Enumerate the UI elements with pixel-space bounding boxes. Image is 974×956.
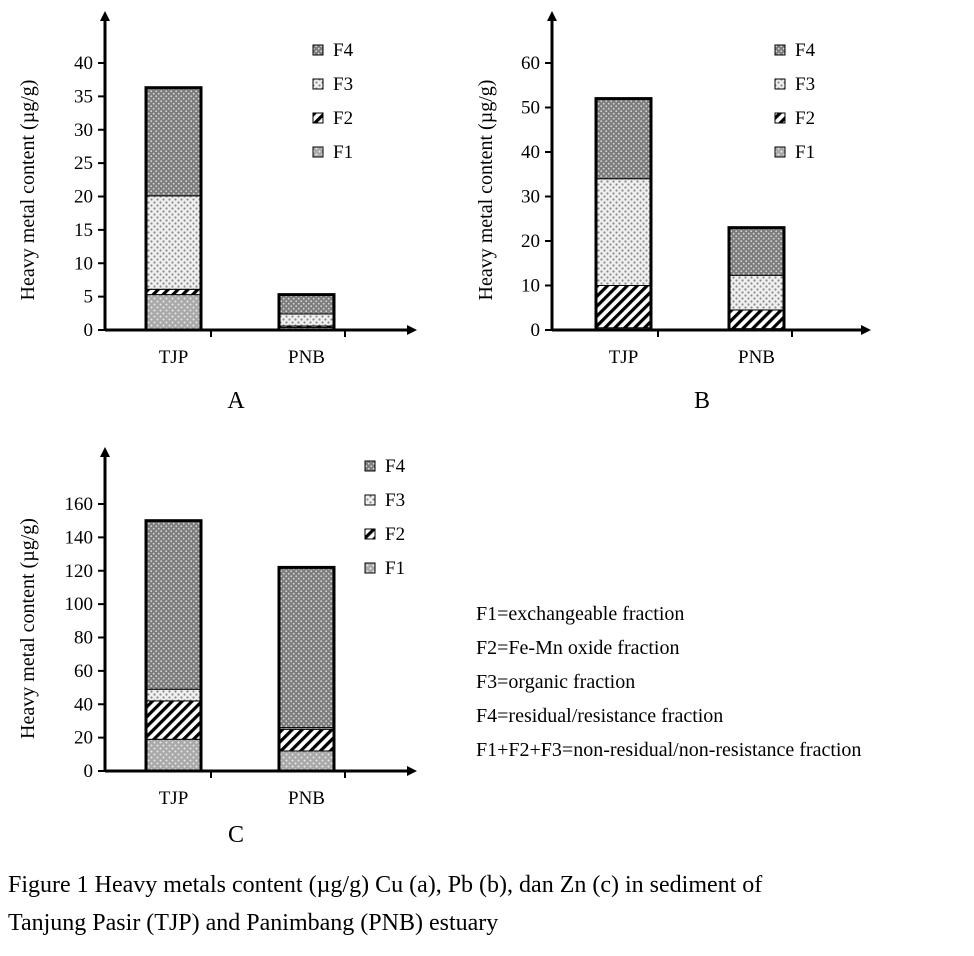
category-label-pnb: PNB [288,347,325,368]
y-tick-label: 10 [521,276,540,297]
bar-segment-tjp-f4 [145,87,202,197]
bar-segment-tjp-f2 [145,700,202,740]
y-tick-label: 50 [521,98,540,119]
bar-outline-tjp [144,86,203,332]
panel-label: B [694,388,710,414]
y-tick-label: 40 [521,142,540,163]
y-axis-label: Heavy metal content (µg/g) [475,80,497,301]
y-tick-label: 140 [65,527,94,548]
fraction-definitions: F1=exchangeable fraction F2=Fe-Mn oxide … [476,603,861,761]
y-axis-label: Heavy metal content (µg/g) [17,518,39,739]
legend-swatch-f2 [364,528,376,540]
legend-label-f3: F3 [795,74,815,95]
chart-panel-a: 0 5 10 15 20 25 30 35 40 Heavy metal content (µg/… [17,11,417,414]
legend-swatch-f2 [312,112,324,124]
bar-segment-tjp-f2 [145,288,202,296]
category-label-tjp: TJP [159,347,189,368]
bar-segment-tjp-f1 [145,738,202,772]
y-tick-label: 40 [74,53,93,74]
legend-label-f2: F2 [795,108,815,129]
bar-segment-pnb-f3 [278,313,335,327]
y-axis-label: Heavy metal content (µg/g) [17,80,39,301]
y-tick-label: 60 [74,661,93,682]
bar-segment-pnb-f4 [728,227,785,276]
legend-label-f2: F2 [385,524,405,545]
bar-segment-pnb-f4 [278,566,335,729]
y-tick-label: 0 [84,761,94,782]
y-tick-label: 160 [65,494,94,515]
legend-swatch-f1 [774,146,786,158]
y-tick-label: 10 [74,253,93,274]
bar-outline-tjp [594,97,653,332]
bar-segment-tjp-f1 [145,294,202,331]
legend-label-f4: F4 [333,40,354,61]
y-tick-label: 30 [521,187,540,208]
bar-segment-pnb-f2 [728,309,785,330]
y-tick-label: 20 [521,231,540,252]
caption-line-2: Tanjung Pasir (TJP) and Panimbang (PNB) … [8,910,498,936]
bar-segment-tjp-f4 [145,520,202,690]
y-tick-label: 100 [65,594,94,615]
legend-label-f4: F4 [795,40,816,61]
legend-swatch-f3 [774,78,786,90]
y-tick-label: 30 [74,120,93,141]
chart-panel-b: 0 10 20 30 40 50 60 Heavy metal content (µg/g) T… [475,11,871,414]
y-tick-label: 35 [74,86,93,107]
bar-segment-tjp-f3 [145,688,202,702]
legend-swatch-f3 [364,494,376,506]
category-label-tjp: TJP [159,788,189,809]
y-tick-label: 15 [74,220,93,241]
legend-swatch-f1 [312,146,324,158]
y-tick-label: 0 [84,320,94,341]
legend-swatch-f4 [312,44,324,56]
category-label-tjp: TJP [609,347,639,368]
y-tick-label: 40 [74,694,93,715]
bar-segment-tjp-f3 [145,195,202,290]
legend-swatch-f4 [364,460,376,472]
bar-outline-pnb [727,226,786,332]
definition-f4: F4=residual/resistance fraction [476,705,723,727]
bar-segment-tjp-f3 [595,178,652,286]
y-tick-label: 60 [521,53,540,74]
bar-segment-tjp-f2 [595,285,652,329]
legend-swatch-f2 [774,112,786,124]
figure-caption: Figure 1 Heavy metals content (µg/g) Cu … [8,872,762,936]
y-tick-label: 25 [74,153,93,174]
bar-segment-tjp-f4 [595,98,652,180]
panel-label: C [228,822,244,848]
y-tick-label: 80 [74,628,93,649]
panel-label: A [227,388,245,414]
definition-nonresidual: F1+F2+F3=non-residual/non-resistance fra… [476,739,861,761]
bar-segment-pnb-f1 [278,750,335,772]
legend-swatch-f3 [312,78,324,90]
definition-f2: F2=Fe-Mn oxide fraction [476,637,679,659]
legend-swatch-f1 [364,562,376,574]
definition-f1: F1=exchangeable fraction [476,603,684,625]
y-tick-label: 0 [531,320,541,341]
legend-label-f4: F4 [385,456,406,477]
caption-line-1: Figure 1 Heavy metals content (µg/g) Cu … [8,872,762,898]
legend-label-f3: F3 [333,74,353,95]
legend-swatch-f4 [774,44,786,56]
category-label-pnb: PNB [738,347,775,368]
definition-f3: F3=organic fraction [476,671,635,693]
legend-label-f1: F1 [795,142,815,163]
bar-segment-pnb-f2 [278,728,335,752]
category-label-pnb: PNB [288,788,325,809]
bar-outline-tjp [144,519,203,773]
legend-label-f2: F2 [333,108,353,129]
bar-outline-pnb [277,293,336,332]
bar-segment-pnb-f4 [278,294,335,315]
y-tick-label: 20 [74,728,93,749]
y-tick-label: 120 [65,561,94,582]
legend-label-f1: F1 [385,558,405,579]
chart-panel-c: 0 20 40 60 80 100 120 140 160 Heavy metal content… [17,447,417,848]
y-tick-label: 20 [74,187,93,208]
y-tick-label: 5 [84,287,94,308]
legend-label-f3: F3 [385,490,405,511]
legend-label-f1: F1 [333,142,353,163]
bar-outline-pnb [277,565,336,773]
bar-segment-pnb-f3 [728,274,785,311]
